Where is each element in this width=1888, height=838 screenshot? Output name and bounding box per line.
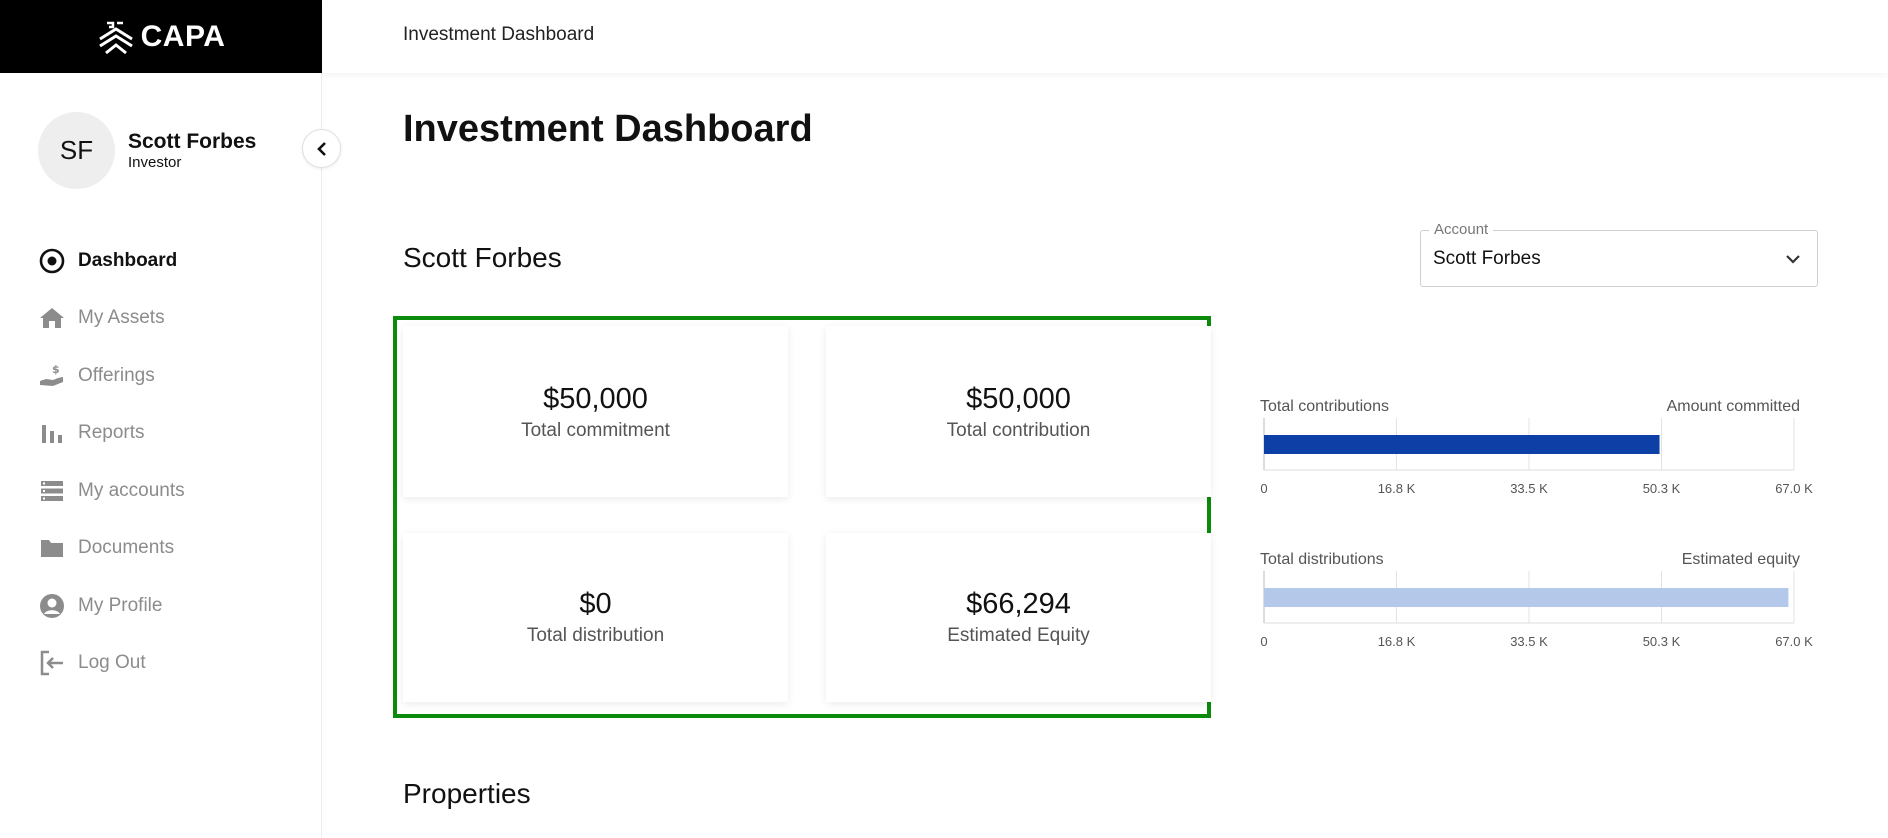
stat-label: Estimated Equity bbox=[947, 625, 1090, 646]
distributions-chart: Total distributions Estimated equity 0 16… bbox=[1256, 551, 1816, 671]
reports-icon bbox=[38, 420, 65, 447]
x-tick-label: 50.3 K bbox=[1643, 634, 1681, 649]
stat-card-distribution: $0 Total distribution bbox=[403, 533, 788, 702]
page-title: Investment Dashboard bbox=[403, 108, 813, 150]
x-tick-label: 16.8 K bbox=[1378, 634, 1416, 649]
stat-label: Total distribution bbox=[526, 625, 665, 646]
x-tick-label: 16.8 K bbox=[1378, 481, 1416, 496]
sidebar-item-label: My Profile bbox=[78, 594, 163, 616]
sidebar-item-label: Documents bbox=[78, 537, 175, 559]
stat-card-equity: $66,294 Estimated Equity bbox=[826, 533, 1211, 702]
chart-label-right: Amount committed bbox=[1666, 398, 1800, 415]
account-select[interactable]: Account Scott Forbes bbox=[1420, 221, 1818, 287]
sidebar-item-my-accounts[interactable]: My accounts bbox=[38, 462, 298, 520]
home-icon bbox=[38, 305, 65, 332]
sidebar-item-label: Log Out bbox=[78, 652, 146, 674]
header-title: Investment Dashboard bbox=[403, 24, 595, 45]
top-header: Investment Dashboard bbox=[323, 0, 1888, 73]
dashboard-icon bbox=[38, 247, 65, 274]
brand-logo[interactable]: CAPA bbox=[97, 19, 226, 55]
brand-name: CAPA bbox=[140, 19, 226, 53]
chart-label-left: Total contributions bbox=[1260, 398, 1389, 415]
profile-icon bbox=[38, 592, 65, 619]
sidebar-item-label: My accounts bbox=[78, 479, 185, 501]
sidebar-item-dashboard[interactable]: Dashboard bbox=[38, 232, 298, 290]
logout-icon bbox=[38, 650, 65, 677]
stat-value: $50,000 bbox=[543, 383, 648, 415]
logo-mark-icon bbox=[98, 21, 133, 54]
distributions-bar-chart: 0 16.8 K 33.5 K 50.3 K 67.0 K bbox=[1260, 571, 1813, 649]
chart-label-right: Estimated equity bbox=[1681, 551, 1800, 568]
chart-label-left: Total distributions bbox=[1260, 551, 1384, 568]
sidebar-item-label: Offerings bbox=[78, 364, 155, 386]
sidebar-item-label: Reports bbox=[78, 422, 145, 444]
properties-heading: Properties bbox=[403, 778, 531, 809]
sidebar-item-label: Dashboard bbox=[78, 249, 178, 271]
stat-label: Total commitment bbox=[521, 420, 670, 441]
stat-value: $50,000 bbox=[966, 383, 1071, 415]
sidebar-item-reports[interactable]: Reports bbox=[38, 405, 298, 463]
contributions-chart: Total contributions Amount committed 0 16… bbox=[1256, 398, 1816, 518]
x-tick-label: 33.5 K bbox=[1510, 634, 1548, 649]
stats-summary-box: $50,000 Total commitment $50,000 Total c… bbox=[393, 316, 1211, 718]
bar[interactable] bbox=[1264, 435, 1660, 454]
chevron-left-icon bbox=[316, 141, 326, 156]
sidebar-item-documents[interactable]: Documents bbox=[38, 520, 298, 578]
stat-label: Total contribution bbox=[946, 420, 1091, 441]
sidebar-item-my-assets[interactable]: My Assets bbox=[38, 290, 298, 348]
x-tick-label: 33.5 K bbox=[1510, 481, 1548, 496]
folder-icon bbox=[38, 535, 65, 562]
stat-card-commitment: $50,000 Total commitment bbox=[403, 326, 788, 497]
sidebar-nav: Dashboard My Assets $ Offerings Reports … bbox=[38, 232, 298, 692]
x-tick-label: 0 bbox=[1260, 481, 1267, 496]
chevron-down-icon bbox=[1786, 255, 1800, 264]
investor-name: Scott Forbes bbox=[403, 242, 562, 273]
contributions-bar-chart: 0 16.8 K 33.5 K 50.3 K 67.0 K bbox=[1260, 418, 1813, 496]
user-block: SF Scott Forbes Investor bbox=[38, 112, 256, 189]
offerings-icon: $ bbox=[38, 362, 65, 389]
stat-value: $66,294 bbox=[966, 588, 1071, 620]
x-tick-label: 67.0 K bbox=[1775, 481, 1813, 496]
user-role: Investor bbox=[128, 154, 182, 172]
x-tick-label: 67.0 K bbox=[1775, 634, 1813, 649]
x-tick-label: 0 bbox=[1260, 634, 1267, 649]
sidebar: CAPA SF Scott Forbes Investor Dashboard … bbox=[0, 0, 322, 838]
x-tick-label: 50.3 K bbox=[1643, 481, 1681, 496]
avatar[interactable]: SF bbox=[38, 112, 115, 189]
user-name: Scott Forbes bbox=[128, 129, 257, 153]
collapse-sidebar-button[interactable] bbox=[302, 129, 341, 168]
account-select-label: Account bbox=[1429, 221, 1494, 238]
sidebar-item-my-profile[interactable]: My Profile bbox=[38, 577, 298, 635]
sidebar-item-offerings[interactable]: $ Offerings bbox=[38, 347, 298, 405]
stat-value: $0 bbox=[579, 588, 612, 620]
svg-text:$: $ bbox=[52, 363, 60, 376]
sidebar-item-log-out[interactable]: Log Out bbox=[38, 635, 298, 693]
bar[interactable] bbox=[1264, 588, 1789, 607]
stat-card-contribution: $50,000 Total contribution bbox=[826, 326, 1211, 497]
account-select-value: Scott Forbes bbox=[1433, 248, 1541, 269]
logo-bar: CAPA bbox=[0, 0, 322, 73]
accounts-icon bbox=[38, 477, 65, 504]
sidebar-item-label: My Assets bbox=[78, 307, 165, 329]
